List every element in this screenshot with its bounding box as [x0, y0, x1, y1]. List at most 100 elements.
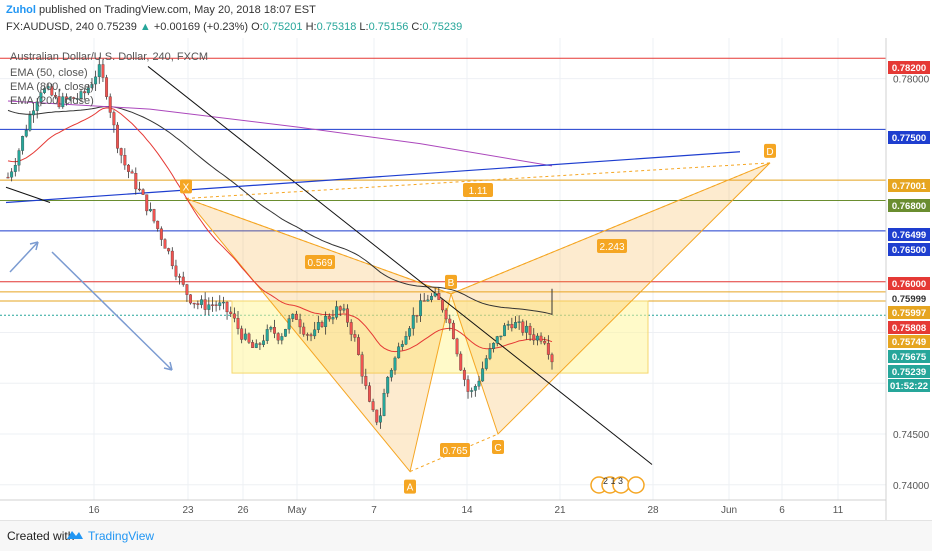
price-level-tag [888, 199, 930, 212]
price-level-value: 0.75999 [892, 294, 926, 305]
candle-bearish [437, 292, 441, 300]
candle-bearish [108, 96, 112, 113]
pattern-point-d-box [764, 143, 776, 158]
candle-bullish [265, 329, 269, 341]
ema-lines [7, 100, 553, 353]
candle-bearish [309, 334, 313, 337]
candle-bearish [305, 334, 309, 336]
high-label: H: [305, 21, 317, 33]
last-price: 0.75239 [97, 21, 137, 33]
time-tick-label: 21 [554, 505, 566, 516]
change-up-icon: ▲ [139, 21, 151, 33]
candle-bearish [64, 96, 68, 100]
candle-bearish [349, 322, 353, 335]
candle-bullish [514, 322, 517, 329]
legend-ema-800: EMA (800, close) [10, 81, 94, 93]
candle-bearish [116, 124, 119, 149]
event-badge[interactable]: 2 1 3 [590, 476, 645, 494]
candle-bullish [13, 165, 17, 172]
candle-bullish [28, 114, 32, 131]
pattern-labels: X A B C D 0.569 0.765 2.243 1.11 [180, 143, 776, 494]
candle-bullish [477, 380, 481, 387]
price-tick-label: 0.74500 [893, 430, 930, 441]
price-level-tag [888, 335, 930, 348]
candle-bearish [528, 325, 532, 335]
pattern-ratio-label-box [440, 443, 470, 457]
candle-bearish [357, 337, 360, 355]
price-tick-label: 0.74000 [893, 481, 930, 492]
candle-bullish [397, 346, 401, 359]
plot-background [0, 38, 886, 500]
candle-bullish [430, 295, 433, 301]
pattern-ratio-label-box [305, 255, 335, 269]
candle-bearish [258, 343, 262, 345]
publish-info: Zuhol published on TradingView.com, May … [6, 4, 316, 16]
time-tick-label: Jun [721, 505, 737, 516]
pattern-point-c-box [492, 440, 504, 454]
candle-bearish [174, 265, 178, 277]
candle-bullish [97, 64, 101, 78]
pattern-point-a: A [407, 483, 414, 494]
candle-bearish [510, 324, 514, 329]
candle-bullish [411, 314, 415, 329]
price-level-value: 0.76800 [892, 201, 926, 212]
candle-bearish [422, 300, 426, 302]
candle-bullish [400, 344, 404, 347]
candle-bullish [389, 369, 393, 378]
symbol-name[interactable]: FX:AUDUSD, 240 [6, 21, 95, 33]
price-level-value: 0.75675 [892, 352, 927, 363]
candle-bullish [473, 386, 477, 391]
candle-bearish [57, 96, 61, 108]
price-level-labels: 0.78200 0.77500 0.77001 0.76800 0.76499 0.765… [887, 61, 931, 392]
candle-bullish [75, 98, 79, 100]
candle-bearish [364, 376, 368, 386]
time-axis[interactable] [0, 500, 886, 520]
open-value: 0.75201 [262, 21, 303, 33]
candle-bearish [152, 209, 156, 222]
price-axis-labels: 0.78000 0.74500 0.74000 [893, 75, 930, 492]
author-link[interactable]: Zuhol [6, 4, 36, 16]
candle-bearish [367, 385, 371, 402]
tradingview-link[interactable]: TradingView [88, 529, 155, 543]
candle-bullish [408, 328, 412, 337]
price-level-tag [888, 321, 930, 334]
candle-bullish [517, 321, 521, 323]
price-change: +0.00169 (+0.23%) [153, 21, 249, 33]
candle-bearish [462, 369, 466, 380]
arrowhead-icon [163, 361, 173, 371]
candle-bearish [298, 319, 302, 328]
candle-bearish [6, 176, 10, 179]
candle-bearish [240, 328, 244, 340]
candle-bullish [207, 304, 211, 310]
price-level-tag [887, 291, 931, 306]
candle-bearish [346, 308, 349, 323]
candle-bullish [426, 299, 430, 302]
time-tick-label: 16 [88, 505, 100, 516]
candle-bearish [294, 313, 298, 320]
price-level-value: 0.77500 [892, 133, 926, 144]
candle-bullish [10, 171, 14, 178]
pattern-point-b: B [448, 278, 455, 289]
price-level-tag [888, 365, 930, 378]
price-level-tag [888, 277, 930, 290]
candle-bullish [488, 348, 492, 359]
candle-bullish [218, 302, 222, 306]
candle-bearish [119, 148, 123, 156]
price-level-tag [888, 228, 930, 241]
pattern-point-c: C [494, 443, 501, 454]
price-chart[interactable]: X A B C D 0.569 0.765 2.243 1.11 Australian Doll… [0, 38, 932, 520]
flag-us-icon[interactable] [627, 476, 645, 494]
candle-bearish [539, 335, 543, 342]
candle-bearish [134, 173, 138, 190]
candle-bearish [72, 97, 76, 99]
candle-bearish [451, 322, 455, 340]
tradingview-logo-icon[interactable] [66, 527, 84, 541]
time-tick-label: 6 [779, 505, 785, 516]
candle-bearish [123, 155, 127, 166]
candle-bearish [196, 303, 200, 305]
ema-50-line [7, 107, 553, 353]
time-tick-label: 11 [833, 505, 844, 516]
candle-bearish [156, 220, 160, 229]
candle-bearish [170, 250, 174, 267]
candle-bearish [459, 353, 463, 371]
